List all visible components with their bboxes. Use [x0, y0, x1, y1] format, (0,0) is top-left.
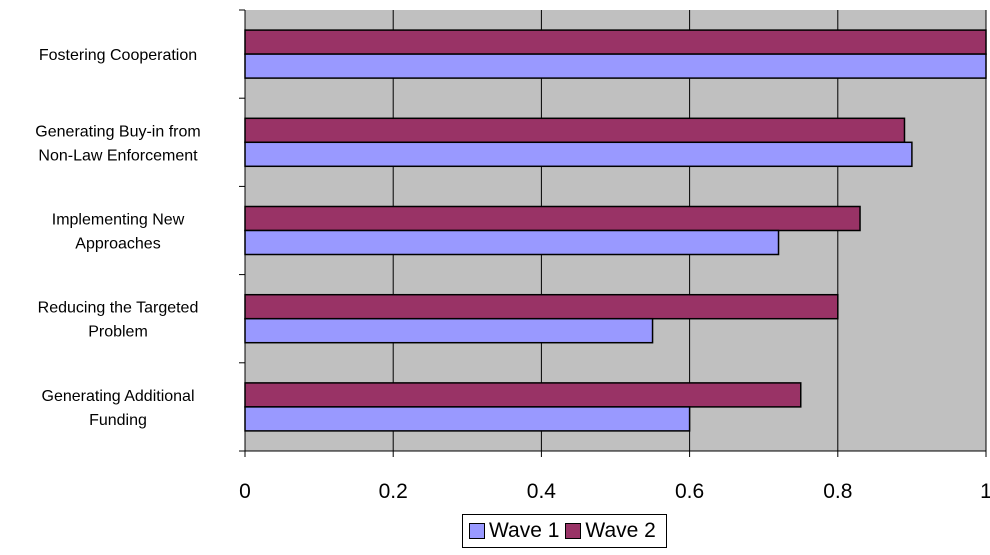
- bar-wave-1: [244, 406, 691, 432]
- x-tick-label: 0.8: [823, 480, 852, 503]
- category-label: Non-Law Enforcement: [38, 147, 198, 164]
- bar-wave-1: [244, 229, 780, 256]
- axes: [239, 9, 987, 457]
- legend-item-wave-1: Wave 1: [469, 519, 559, 543]
- bar-wave-2: [244, 205, 861, 232]
- bar-wave-2: [244, 382, 802, 408]
- category-label: Reducing the Targeted: [38, 300, 199, 317]
- bars: [244, 29, 987, 432]
- legend-swatch-wave-2: [565, 523, 582, 539]
- category-labels: Fostering Cooperation Generating Buy-in f…: [35, 47, 200, 429]
- x-tick-label: 0.6: [675, 480, 704, 503]
- legend-label-wave-1: Wave 1: [489, 519, 560, 542]
- category-label: Implementing New: [52, 212, 185, 229]
- legend-label-wave-2: Wave 2: [585, 519, 656, 542]
- category-label: Generating Buy-in from: [35, 123, 200, 140]
- bar-wave-2: [244, 117, 906, 144]
- category-label: Funding: [89, 412, 147, 429]
- category-label: Fostering Cooperation: [39, 47, 197, 64]
- bar-wave-1: [244, 53, 987, 79]
- category-label: Problem: [88, 324, 148, 341]
- bar-wave-2: [244, 293, 839, 320]
- legend-item-wave-2: Wave 2: [565, 519, 656, 543]
- x-tick-label: 0: [239, 480, 251, 503]
- category-label: Generating Additional: [42, 388, 195, 405]
- legend-swatch-wave-1: [469, 523, 485, 539]
- x-tick-label: 0.2: [379, 480, 408, 503]
- x-tick-label: 0.4: [527, 480, 557, 503]
- bar-wave-1: [244, 317, 654, 344]
- legend: Wave 1 Wave 2: [462, 514, 667, 548]
- bar-wave-1: [244, 141, 913, 168]
- x-tick-label: 1: [980, 480, 990, 503]
- category-label: Approaches: [75, 236, 160, 253]
- bar-wave-2: [244, 29, 987, 55]
- x-tick-labels: 0 0.2 0.4 0.6 0.8 1: [239, 480, 990, 503]
